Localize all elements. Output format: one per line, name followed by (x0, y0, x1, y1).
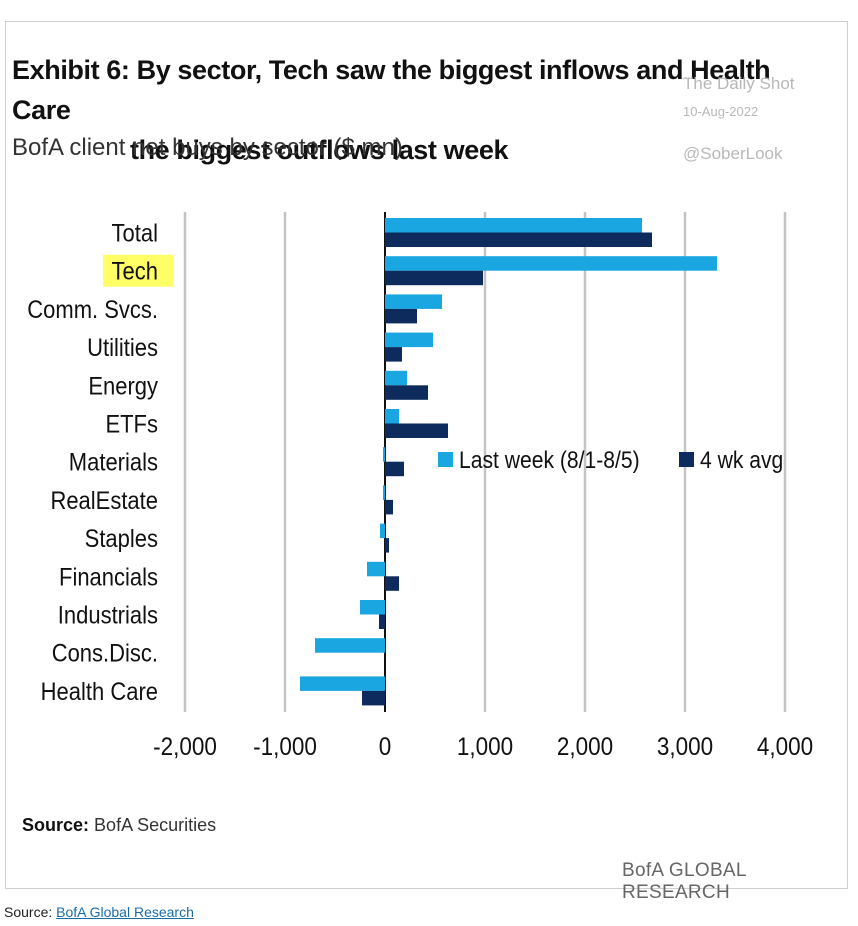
bar-4wk-avg-industrials (379, 614, 385, 629)
watermark-date: 10-Aug-2022 (683, 104, 759, 119)
bar-last-week-health-care (300, 676, 385, 691)
category-label: ETFs (105, 410, 158, 438)
category-label: Comm. Svcs. (27, 296, 158, 324)
source-text: BofA Securities (94, 815, 217, 835)
bar-last-week-cons-disc- (315, 638, 385, 653)
bar-4wk-avg-financials (385, 576, 399, 591)
brand-footer: BofA GLOBAL RESEARCH (622, 860, 747, 903)
bar-last-week-utilities (385, 332, 433, 348)
bar-4wk-avg-energy (385, 385, 428, 400)
x-tick-label: 1,000 (457, 733, 513, 761)
bar-4wk-avg-etfs (385, 423, 448, 438)
title-line-2: the biggest outflows last week (130, 135, 509, 165)
chart-frame (5, 21, 848, 889)
category-label: Staples (85, 525, 158, 553)
watermark-handle: @SoberLook (683, 144, 783, 163)
bar-4wk-avg-total (385, 232, 652, 247)
x-tick-label: -1,000 (253, 733, 317, 761)
legend-label-last-week: Last week (8/1-8/5) (459, 447, 640, 474)
bar-last-week-comm-svcs- (385, 294, 442, 309)
tech-highlight (103, 254, 173, 287)
legend-swatch-last-week (438, 452, 453, 467)
category-label: Materials (69, 448, 158, 476)
bar-last-week-materials (383, 447, 385, 462)
chart-subtitle: BofA client net buys by sector ($ mn) (12, 134, 403, 161)
category-label: Energy (88, 372, 158, 400)
category-label: Financials (59, 563, 158, 591)
bar-4wk-avg-utilities (385, 347, 402, 362)
footer-prefix: Source: (4, 904, 53, 920)
category-label: RealEstate (50, 487, 158, 515)
bar-last-week-industrials (360, 600, 385, 615)
bar-4wk-avg-staples (385, 538, 389, 553)
page-source-footer: Source: BofA Global Research (4, 904, 194, 920)
category-label: Tech (112, 257, 158, 285)
bars (300, 218, 717, 706)
bar-4wk-avg-comm-svcs- (385, 308, 417, 324)
bar-4wk-avg-tech (385, 270, 483, 286)
source-link[interactable]: BofA Global Research (56, 904, 194, 920)
title-line-1: Exhibit 6: By sector, Tech saw the bigge… (12, 55, 771, 125)
legend-swatch-4wk-avg (679, 452, 694, 467)
watermark-daily-shot: The Daily Shot (683, 74, 795, 93)
bar-4wk-avg-materials (385, 461, 404, 477)
legend-label-4wk-avg: 4 wk avg (700, 447, 783, 474)
x-tick-label: 2,000 (557, 733, 613, 761)
category-labels: Total Tech Comm. Svcs. Utilities Energy ETFs M… (27, 219, 173, 705)
x-tick-label: 3,000 (657, 733, 713, 761)
bar-4wk-avg-realestate (385, 499, 393, 515)
legend: Last week (8/1-8/5) 4 wk avg (438, 447, 783, 474)
category-label: Cons.Disc. (52, 639, 158, 667)
source-label: Source: (22, 815, 90, 835)
category-label: Utilities (87, 334, 158, 362)
category-label: Industrials (58, 601, 158, 629)
bar-last-week-etfs (385, 409, 399, 424)
bar-last-week-tech (385, 256, 717, 271)
x-tick-label: 4,000 (757, 733, 813, 761)
source-note: Source: BofA Securities (22, 815, 216, 836)
category-label: Total (112, 219, 158, 247)
bar-last-week-staples (380, 523, 385, 539)
bar-last-week-realestate (383, 485, 385, 500)
bar-4wk-avg-health-care (362, 690, 385, 706)
x-tick-label: -2,000 (153, 733, 217, 761)
bar-last-week-financials (367, 561, 385, 577)
bar-last-week-energy (385, 370, 407, 386)
chart-title: Exhibit 6: By sector, Tech saw the bigge… (12, 50, 832, 170)
category-label: Health Care (41, 678, 158, 706)
x-tick-label: 0 (379, 733, 392, 761)
x-tick-labels: -2,000 -1,000 0 1,000 2,000 3,000 4,000 (153, 733, 813, 761)
bar-last-week-total (385, 218, 642, 233)
